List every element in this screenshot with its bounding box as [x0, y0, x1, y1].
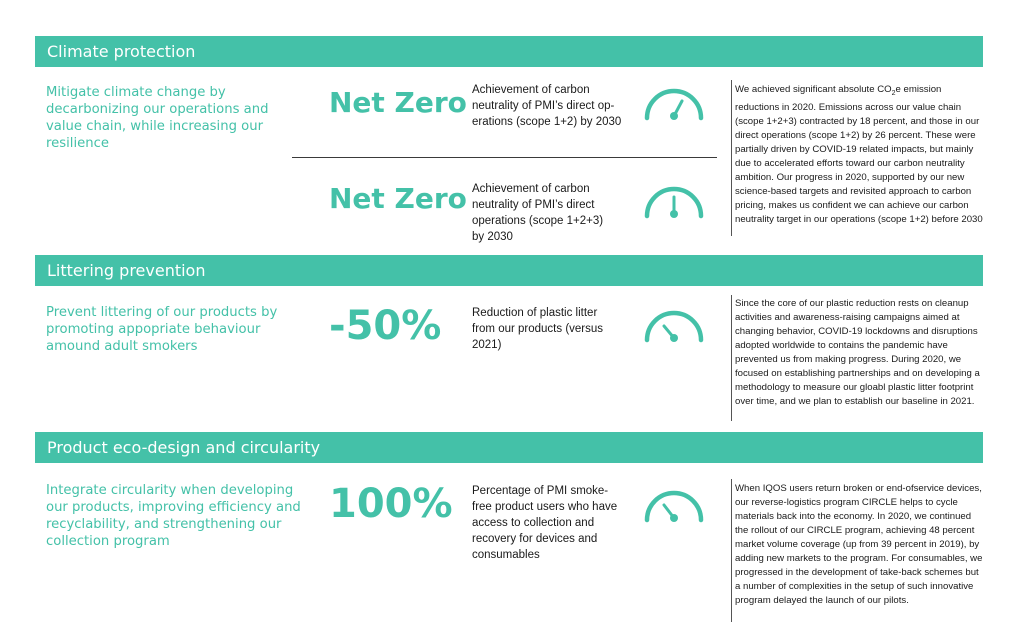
- target-description-littering: Reduction of plastic litter from our pro…: [472, 307, 604, 351]
- target-value-eco-design: 100%: [329, 481, 453, 527]
- target-value-climate-1: Net Zero: [329, 86, 467, 119]
- note-separator: [731, 479, 732, 622]
- target-description-climate-1: Achievement of carbon neutrality of PMI’…: [472, 84, 622, 128]
- gauge-icon: [642, 82, 706, 122]
- note-climate-part-1: We achieved significant absolute CO: [735, 84, 892, 95]
- divider-line: [292, 157, 717, 158]
- note-eco-design: When IQOS users return broken or end-ofs…: [735, 483, 983, 606]
- gauge-icon: [642, 484, 706, 524]
- target-value-littering: -50%: [329, 303, 442, 349]
- target-description-eco-design: Percentage of PMI smoke-free product use…: [472, 485, 618, 561]
- section-header-eco-design: Product eco-design and circularity: [35, 432, 983, 463]
- note-separator: [731, 295, 732, 421]
- section-header-littering: Littering prevention: [35, 255, 983, 286]
- goal-text-eco-design: Integrate circularity when developing ou…: [46, 483, 301, 549]
- note-climate: We achieved significant absolute CO2e em…: [735, 83, 983, 227]
- note-littering: Since the core of our plastic reduction …: [735, 298, 980, 407]
- target-description-climate-2: Achievement of carbon neutrality of PMI’…: [472, 183, 604, 243]
- section-header-climate: Climate protection: [35, 36, 983, 67]
- gauge-icon: [642, 180, 706, 220]
- note-climate-part-2: e emission reductions in 2020. Emissions…: [735, 84, 983, 225]
- note-climate-subscript: 2: [891, 89, 896, 97]
- goal-text-climate: Mitigate climate change by decarbonizing…: [46, 85, 269, 151]
- target-value-climate-2: Net Zero: [329, 182, 467, 215]
- note-separator: [731, 80, 732, 236]
- gauge-icon: [642, 304, 706, 344]
- goal-text-littering: Prevent littering of our products by pro…: [46, 305, 278, 354]
